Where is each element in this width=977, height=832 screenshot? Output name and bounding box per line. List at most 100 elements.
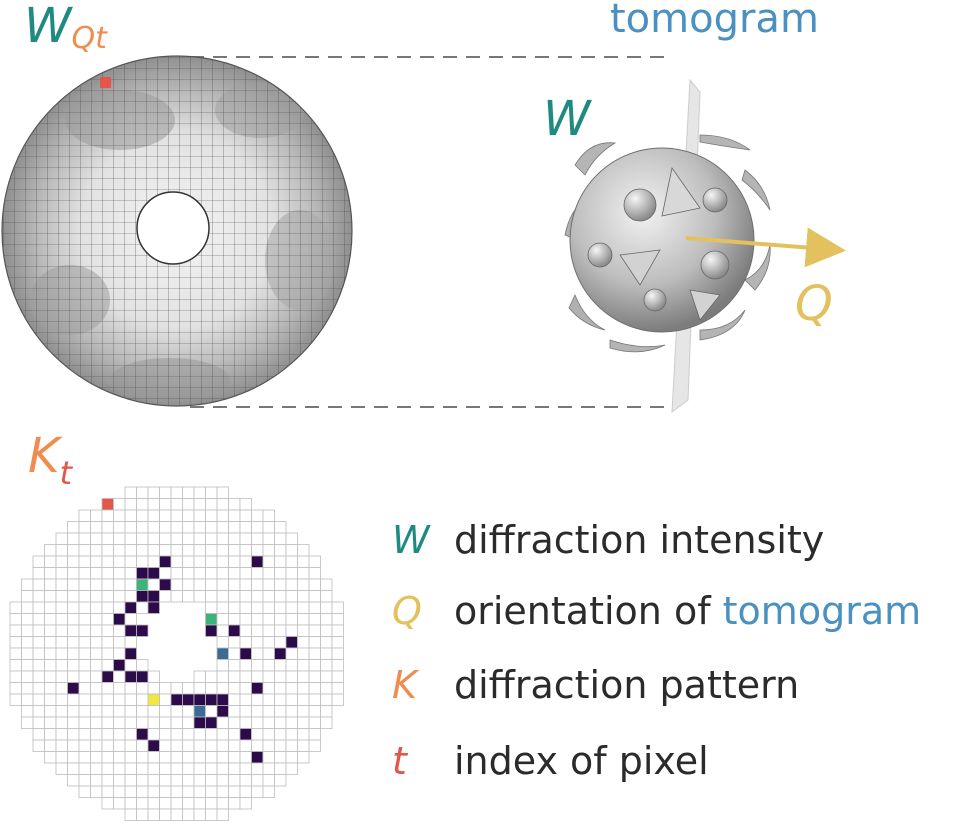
- empty-pixel: [136, 785, 149, 798]
- empty-pixel: [285, 659, 298, 672]
- empty-pixel: [55, 693, 68, 706]
- empty-pixel: [67, 613, 80, 626]
- legend-text-q: orientation of tomogram: [454, 589, 921, 633]
- empty-pixel: [228, 601, 241, 614]
- empty-pixel: [124, 762, 137, 775]
- empty-pixel: [274, 544, 287, 557]
- empty-pixel: [101, 636, 114, 649]
- empty-pixel: [147, 762, 160, 775]
- empty-pixel: [90, 544, 103, 557]
- empty-pixel: [90, 739, 103, 752]
- empty-pixel: [216, 521, 229, 534]
- empty-pixel: [159, 693, 172, 706]
- empty-pixel: [239, 659, 252, 672]
- photon-pixel: [251, 682, 264, 695]
- empty-pixel: [228, 693, 241, 706]
- label-k-main: K: [28, 428, 60, 484]
- empty-pixel: [182, 716, 195, 729]
- label-w-subscript: Qt: [71, 21, 107, 56]
- empty-pixel: [308, 567, 321, 580]
- empty-pixel: [113, 590, 126, 603]
- empty-pixel: [308, 578, 321, 591]
- empty-pixel: [44, 555, 57, 568]
- empty-pixel: [262, 555, 275, 568]
- empty-pixel: [124, 555, 137, 568]
- empty-pixel: [147, 486, 160, 499]
- empty-pixel: [124, 509, 137, 522]
- empty-pixel: [297, 682, 310, 695]
- empty-pixel: [90, 693, 103, 706]
- empty-pixel: [90, 762, 103, 775]
- empty-pixel: [44, 624, 57, 637]
- empty-pixel: [239, 797, 252, 810]
- empty-pixel: [285, 682, 298, 695]
- empty-pixel: [193, 532, 206, 545]
- empty-pixel: [113, 774, 126, 787]
- empty-pixel: [228, 590, 241, 603]
- empty-pixel: [21, 601, 34, 614]
- empty-pixel: [262, 762, 275, 775]
- legend-symbol-k: K: [392, 663, 417, 707]
- empty-pixel: [101, 751, 114, 764]
- empty-pixel: [101, 578, 114, 591]
- empty-pixel: [159, 797, 172, 810]
- empty-pixel: [78, 578, 91, 591]
- empty-pixel: [297, 739, 310, 752]
- empty-pixel: [101, 647, 114, 660]
- empty-pixel: [44, 636, 57, 649]
- photon-pixel: [159, 578, 172, 591]
- empty-pixel: [147, 785, 160, 798]
- empty-pixel: [262, 613, 275, 626]
- empty-pixel: [205, 808, 218, 821]
- empty-pixel: [251, 636, 264, 649]
- empty-pixel: [21, 624, 34, 637]
- model-label-w: W: [543, 91, 591, 147]
- empty-pixel: [55, 751, 68, 764]
- empty-pixel: [113, 739, 126, 752]
- empty-pixel: [285, 544, 298, 557]
- empty-pixel: [113, 555, 126, 568]
- empty-pixel: [32, 601, 45, 614]
- empty-pixel: [159, 532, 172, 545]
- empty-pixel: [320, 705, 333, 718]
- intensity-slice-label: WQt: [24, 2, 107, 56]
- photon-pixel: [216, 693, 229, 706]
- photon-pixel: [205, 624, 218, 637]
- empty-pixel: [32, 590, 45, 603]
- empty-pixel: [274, 521, 287, 534]
- empty-pixel: [262, 774, 275, 787]
- empty-pixel: [124, 739, 137, 752]
- empty-pixel: [205, 509, 218, 522]
- empty-pixel: [216, 797, 229, 810]
- empty-pixel: [239, 555, 252, 568]
- empty-pixel: [308, 659, 321, 672]
- empty-pixel: [159, 739, 172, 752]
- empty-pixel: [159, 774, 172, 787]
- empty-pixel: [159, 544, 172, 557]
- empty-pixel: [124, 785, 137, 798]
- empty-pixel: [21, 636, 34, 649]
- empty-pixel: [78, 647, 91, 660]
- empty-pixel: [159, 785, 172, 798]
- empty-pixel: [136, 682, 149, 695]
- empty-pixel: [159, 751, 172, 764]
- empty-pixel: [55, 670, 68, 683]
- empty-pixel: [21, 659, 34, 672]
- empty-pixel: [251, 544, 264, 557]
- empty-pixel: [78, 774, 91, 787]
- empty-pixel: [262, 509, 275, 522]
- legend-text-q-highlight: tomogram: [722, 589, 922, 633]
- photon-pixel: [193, 705, 206, 718]
- empty-pixel: [32, 728, 45, 741]
- empty-pixel: [251, 705, 264, 718]
- empty-pixel: [205, 682, 218, 695]
- empty-pixel: [274, 590, 287, 603]
- empty-pixel: [251, 567, 264, 580]
- empty-pixel: [320, 590, 333, 603]
- label-w-main: W: [24, 0, 72, 54]
- empty-pixel: [78, 601, 91, 614]
- empty-pixel: [239, 613, 252, 626]
- empty-pixel: [147, 670, 160, 683]
- empty-pixel: [124, 521, 137, 534]
- empty-pixel: [101, 728, 114, 741]
